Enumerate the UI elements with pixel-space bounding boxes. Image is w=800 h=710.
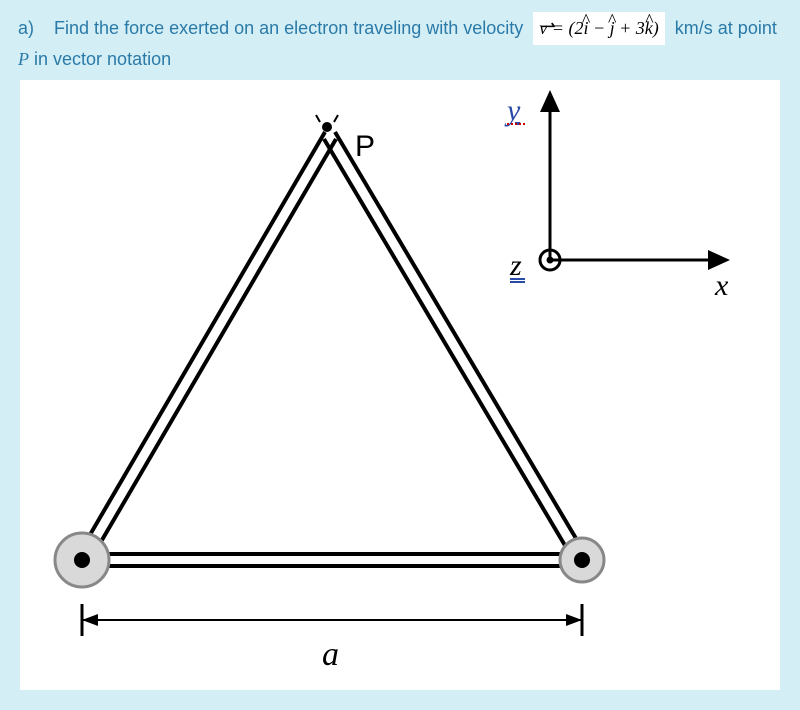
- x-axis-label: x: [714, 269, 729, 302]
- question-body-after: km/s at point: [675, 18, 777, 38]
- question-suffix: in vector notation: [34, 49, 171, 69]
- x-axis-arrowhead: [708, 250, 730, 270]
- dim-arrow-left: [82, 614, 98, 626]
- apex-tick-2: [334, 115, 338, 122]
- a-label: a: [322, 636, 339, 673]
- y-axis-label: y: [504, 94, 521, 127]
- y-axis-arrowhead: [540, 90, 560, 112]
- question-prefix: a): [18, 18, 34, 38]
- triangle-left-inner: [88, 139, 336, 564]
- apex-dot: [322, 122, 332, 132]
- dim-arrow-right: [566, 614, 582, 626]
- velocity-formula: v⇀ = (2i^ − j^ + 3k^): [533, 12, 664, 45]
- triangle-left-outer: [77, 132, 325, 557]
- p-label: P: [355, 130, 375, 163]
- point-label: P: [18, 49, 29, 69]
- apex-tick-1: [316, 115, 320, 122]
- diagram-svg: P a y x z: [20, 80, 780, 690]
- right-wire-dot: [574, 552, 590, 568]
- figure-panel: P a y x z: [20, 80, 780, 690]
- left-wire-dot: [74, 552, 90, 568]
- question-body-before: Find the force exerted on an electron tr…: [54, 18, 523, 38]
- z-axis-label: z: [509, 249, 522, 282]
- triangle-right-inner: [324, 139, 576, 564]
- z-dot: [547, 257, 554, 264]
- question-text: a) Find the force exerted on an electron…: [0, 0, 800, 82]
